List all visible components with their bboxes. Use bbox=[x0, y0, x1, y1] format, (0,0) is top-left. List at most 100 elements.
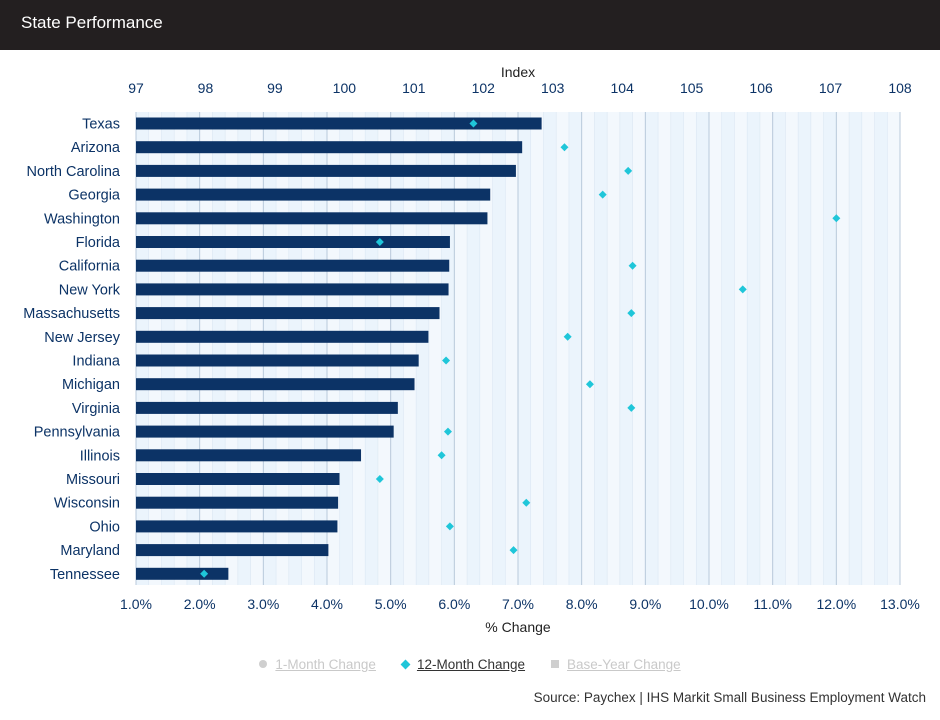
marker-virginia bbox=[627, 403, 636, 412]
category-label: California bbox=[59, 259, 121, 275]
marker-tennessee bbox=[200, 569, 209, 578]
marker-florida bbox=[375, 238, 384, 246]
bar-tennessee bbox=[136, 567, 229, 580]
bar-ohio bbox=[136, 520, 338, 533]
grid-band bbox=[594, 112, 608, 585]
category-label: Michigan bbox=[62, 377, 120, 393]
bar-new-york bbox=[136, 283, 449, 296]
grid-band bbox=[849, 112, 862, 585]
bottom-axis-tick-label: 11.0% bbox=[753, 596, 792, 612]
marker-new-jersey bbox=[563, 332, 572, 341]
legend: 1-Month Change 12-Month Change Base-Year… bbox=[0, 652, 940, 676]
bottom-axis-tick-label: 7.0% bbox=[502, 596, 534, 612]
bar-missouri bbox=[136, 473, 340, 485]
marker-wisconsin bbox=[522, 498, 531, 507]
marker-arizona bbox=[560, 143, 569, 152]
labels: 97 98 99 100 101 102 103 104 105 106 107 108 Index 1.… bbox=[23, 64, 920, 635]
bottom-axis-tick-label: 10.0% bbox=[689, 596, 729, 612]
bar-texas bbox=[136, 117, 542, 130]
legend-label-base-year: Base-Year Change bbox=[567, 656, 681, 672]
category-label: Florida bbox=[76, 235, 121, 251]
grid-band bbox=[721, 112, 735, 585]
marker-texas bbox=[469, 119, 478, 128]
bottom-axis-tick-label: 5.0% bbox=[375, 596, 407, 612]
marker-indiana bbox=[442, 356, 451, 365]
marker-california bbox=[628, 261, 637, 270]
top-axis-tick-label: 101 bbox=[402, 80, 426, 96]
bottom-axis-tick-label: 12.0% bbox=[816, 596, 856, 612]
top-axis-tick-label: 108 bbox=[888, 80, 912, 96]
category-label: Texas bbox=[82, 117, 120, 133]
category-label: Virginia bbox=[72, 401, 121, 417]
marker-georgia bbox=[598, 190, 607, 199]
top-axis-tick-label: 103 bbox=[541, 80, 565, 96]
grid-band bbox=[518, 112, 531, 585]
chart-container: 97 98 99 100 101 102 103 104 105 106 107 108 Index 1.… bbox=[0, 50, 940, 685]
bar-illinois bbox=[136, 449, 362, 462]
bar-georgia bbox=[136, 188, 491, 201]
grid-band bbox=[314, 112, 327, 585]
top-axis-tick-label: 99 bbox=[267, 80, 283, 96]
grid-band bbox=[136, 112, 149, 585]
grid-band bbox=[670, 112, 684, 585]
grid-band bbox=[467, 112, 480, 585]
grid-band bbox=[288, 112, 302, 585]
legend-item-12-month[interactable]: 12-Month Change bbox=[400, 656, 526, 672]
bars bbox=[136, 117, 542, 580]
bottom-axis-tick-label: 13.0% bbox=[880, 596, 920, 612]
top-axis-tick-label: 106 bbox=[749, 80, 773, 96]
marker-illinois bbox=[437, 451, 446, 460]
legend-item-base-year[interactable]: Base-Year Change bbox=[551, 657, 681, 672]
category-label: New Jersey bbox=[44, 330, 120, 346]
bar-indiana bbox=[136, 354, 419, 367]
bottom-axis-tick-label: 6.0% bbox=[438, 596, 470, 612]
marker-pennsylvania bbox=[443, 427, 452, 436]
grid-band bbox=[772, 112, 786, 585]
grid-band bbox=[543, 112, 557, 585]
square-icon bbox=[551, 660, 560, 668]
grid-band bbox=[823, 112, 837, 585]
bar-arizona bbox=[136, 141, 523, 154]
top-axis-title: Index bbox=[501, 64, 535, 80]
bar-new-jersey bbox=[136, 330, 429, 343]
marker-maryland bbox=[509, 546, 518, 555]
grid-band bbox=[365, 112, 378, 585]
circle-icon bbox=[259, 660, 268, 668]
category-label: Georgia bbox=[68, 188, 121, 204]
legend-item-1-month[interactable]: 1-Month Change bbox=[259, 657, 376, 672]
bottom-axis-tick-label: 3.0% bbox=[247, 596, 279, 612]
grid-band bbox=[339, 112, 353, 585]
grid-band bbox=[874, 112, 888, 585]
top-axis-tick-label: 107 bbox=[819, 80, 843, 96]
marker-north-carolina bbox=[624, 166, 633, 175]
markers bbox=[200, 119, 841, 578]
grid-band bbox=[263, 112, 277, 585]
grid-band bbox=[696, 112, 709, 585]
source-note: Source: Paychex | IHS Markit Small Busin… bbox=[533, 690, 926, 705]
category-label: Tennessee bbox=[50, 567, 120, 583]
grid-band bbox=[186, 112, 200, 585]
diamond-icon bbox=[400, 659, 411, 669]
category-label: Missouri bbox=[66, 472, 120, 488]
bar-north-carolina bbox=[136, 164, 516, 177]
category-label: Arizona bbox=[71, 140, 121, 156]
bottom-axis-title: % Change bbox=[485, 619, 551, 635]
top-axis-tick-label: 104 bbox=[611, 80, 635, 96]
category-label: Maryland bbox=[60, 543, 120, 559]
grid-band bbox=[619, 112, 633, 585]
bar-wisconsin bbox=[136, 496, 339, 509]
bar-washington bbox=[136, 212, 488, 225]
grid-band bbox=[645, 112, 659, 585]
bar-michigan bbox=[136, 378, 415, 391]
grid-band bbox=[212, 112, 226, 585]
bar-pennsylvania bbox=[136, 425, 394, 438]
top-axis-tick-label: 100 bbox=[333, 80, 357, 96]
header-bar: State Performance bbox=[0, 0, 940, 50]
legend-label-12-month: 12-Month Change bbox=[416, 656, 526, 672]
legend-label-1-month: 1-Month Change bbox=[275, 656, 376, 672]
bottom-axis-tick-label: 4.0% bbox=[311, 596, 343, 612]
grid-lines bbox=[135, 112, 901, 585]
category-label: Pennsylvania bbox=[34, 425, 121, 441]
grid-band bbox=[416, 112, 429, 585]
grid-band bbox=[798, 112, 811, 585]
